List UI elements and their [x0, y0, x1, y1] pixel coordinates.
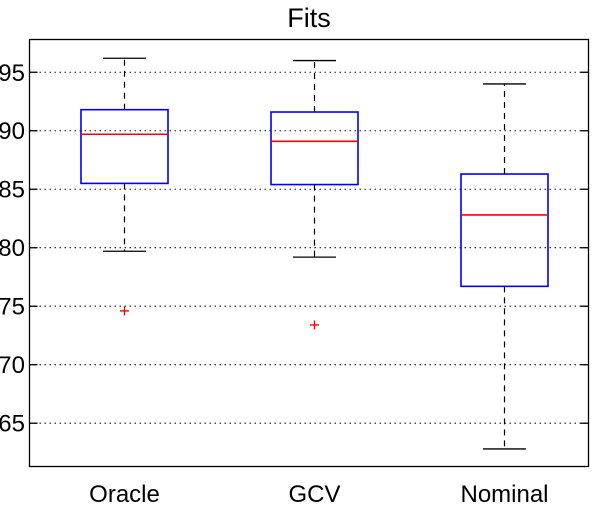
iqr-box: [460, 173, 549, 288]
iqr-box: [80, 108, 169, 185]
y-tick-label: 95: [0, 60, 25, 87]
chart-title: Fits: [287, 3, 331, 33]
y-tick-label: 75: [0, 294, 25, 321]
y-tick-label: 70: [0, 352, 25, 379]
iqr-box: [270, 111, 359, 186]
x-category-label: GCV: [288, 481, 340, 506]
y-tick-label: 80: [0, 235, 25, 262]
y-tick-label: 85: [0, 177, 25, 204]
x-category-label: Nominal: [460, 481, 548, 506]
y-tick-label: 65: [0, 411, 25, 438]
x-category-label: Oracle: [89, 481, 160, 506]
chart-layer: 65 70 75 80 85 90 95 Oracle GCV Nominal: [0, 38, 590, 506]
plot-border: [28, 38, 590, 468]
y-tick-label: 90: [0, 118, 25, 145]
